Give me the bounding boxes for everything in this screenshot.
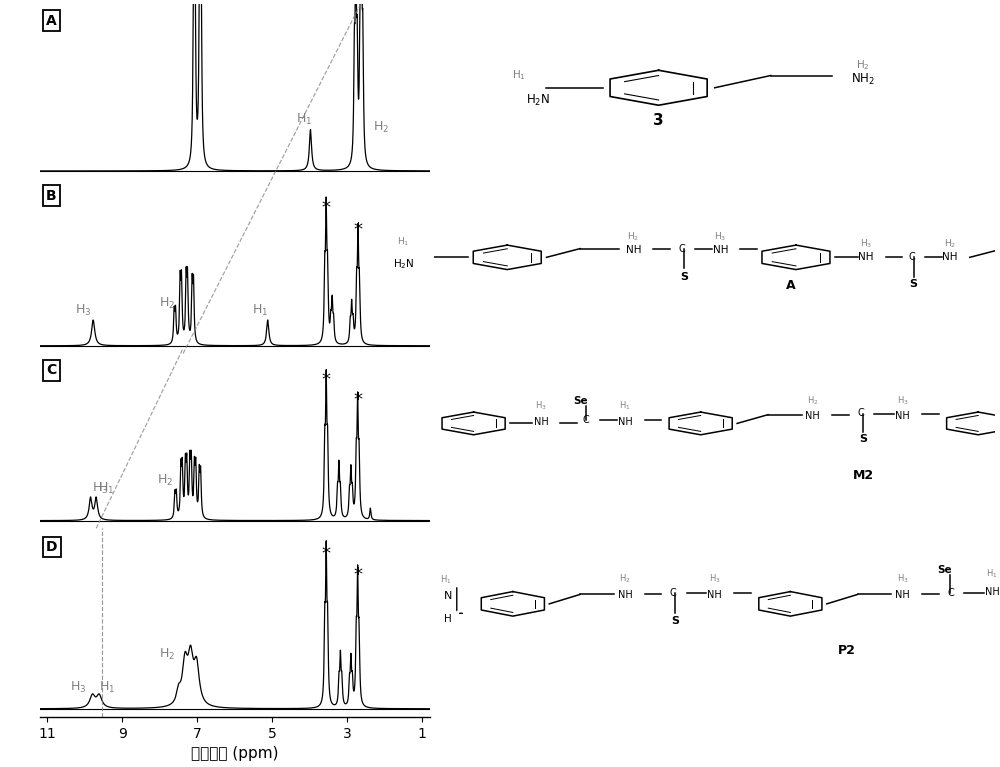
Text: *: * [322, 371, 331, 390]
Text: C: C [678, 244, 685, 254]
Text: NH: NH [534, 416, 548, 426]
Text: H$_3$: H$_3$ [897, 394, 908, 407]
Text: NH: NH [707, 591, 722, 601]
Text: C: C [583, 415, 590, 425]
Text: *: * [353, 390, 362, 409]
Text: S: S [680, 272, 688, 281]
Text: H$_3$: H$_3$ [535, 400, 547, 412]
Text: S: S [859, 434, 867, 444]
Text: H$_3$: H$_3$ [897, 572, 908, 584]
Text: H$_2$: H$_2$ [807, 394, 819, 407]
Text: H$_2$: H$_2$ [627, 230, 640, 242]
Text: C: C [858, 408, 864, 418]
Text: H$_3$: H$_3$ [860, 237, 872, 249]
Text: C: C [947, 588, 954, 597]
Text: H$_2$: H$_2$ [157, 473, 174, 489]
Text: B: B [46, 189, 57, 202]
Text: H$_3$: H$_3$ [92, 481, 109, 496]
Text: H$_3$: H$_3$ [709, 572, 721, 584]
Text: Se: Se [937, 565, 952, 575]
Text: H$_1$: H$_1$ [98, 481, 114, 496]
Text: NH: NH [618, 591, 632, 601]
Text: H$_1$: H$_1$ [619, 400, 631, 412]
Text: C: C [46, 364, 56, 377]
Text: H$_2$: H$_2$ [856, 58, 870, 72]
Text: H$_2$: H$_2$ [373, 120, 389, 135]
Text: S: S [671, 616, 679, 626]
Text: NH: NH [618, 416, 632, 426]
Text: NH: NH [895, 410, 910, 420]
Text: P2: P2 [837, 644, 855, 657]
Text: C: C [908, 252, 915, 262]
Text: H$_1$: H$_1$ [296, 112, 312, 127]
Text: N: N [444, 591, 453, 601]
Text: NH: NH [895, 591, 910, 601]
Text: H$_2$N: H$_2$N [526, 93, 550, 107]
Text: M2: M2 [853, 469, 874, 482]
Text: A: A [786, 279, 795, 291]
Text: S: S [910, 279, 918, 289]
Text: Se: Se [573, 396, 587, 406]
Text: NH: NH [858, 252, 874, 262]
Text: *: * [322, 545, 331, 563]
X-axis label: 化学位移 (ppm): 化学位移 (ppm) [191, 746, 279, 762]
Text: D: D [46, 540, 58, 554]
Text: *: * [354, 221, 363, 239]
Text: NH: NH [626, 245, 641, 255]
Text: *: * [353, 566, 362, 584]
Text: H$_3$: H$_3$ [75, 302, 91, 318]
Text: A: A [46, 14, 57, 28]
Text: H$_2$: H$_2$ [944, 237, 956, 249]
Text: H$_1$: H$_1$ [440, 573, 451, 585]
Text: NH: NH [985, 587, 1000, 597]
Text: H$_1$: H$_1$ [99, 680, 116, 695]
Text: H$_1$: H$_1$ [397, 235, 410, 248]
Text: NH: NH [942, 252, 958, 262]
Text: C: C [670, 588, 677, 597]
Text: H$_1$: H$_1$ [512, 68, 525, 82]
Text: H$_1$: H$_1$ [252, 302, 268, 318]
Text: H$_2$: H$_2$ [619, 572, 631, 584]
Text: H$_2$: H$_2$ [159, 647, 175, 662]
Text: H: H [444, 614, 452, 624]
Text: NH: NH [805, 411, 820, 421]
Text: H$_3$: H$_3$ [70, 680, 86, 695]
Text: 3: 3 [653, 114, 664, 128]
Text: H$_3$: H$_3$ [714, 230, 726, 242]
Text: H$_1$: H$_1$ [986, 568, 998, 580]
Text: H$_2$N: H$_2$N [393, 258, 414, 272]
Text: NH: NH [713, 245, 728, 255]
Text: NH$_2$: NH$_2$ [851, 71, 875, 87]
Text: *: * [322, 199, 331, 217]
Text: H$_2$: H$_2$ [159, 296, 175, 311]
